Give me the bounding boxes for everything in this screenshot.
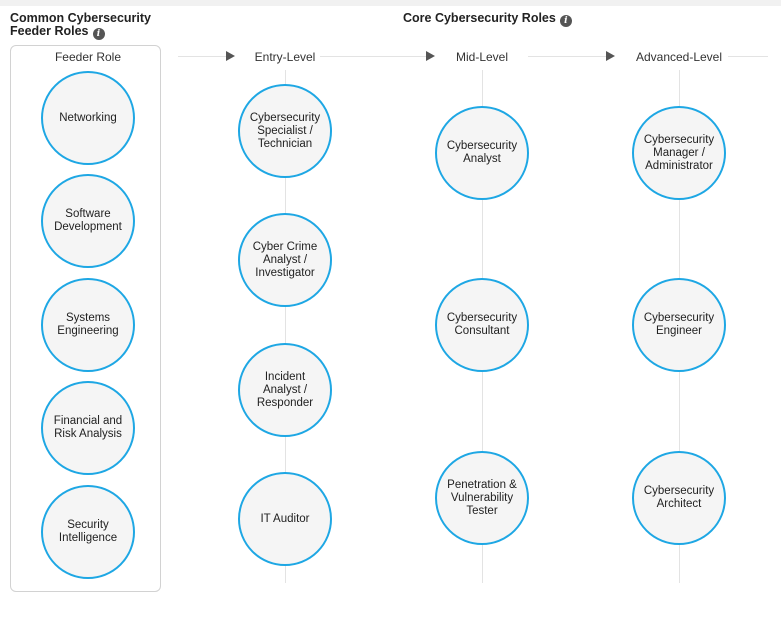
- connector-line: [178, 56, 226, 57]
- feeder-roles-heading-text: Common Cybersecurity Feeder Roles: [10, 11, 152, 38]
- role-label: Networking: [59, 111, 117, 124]
- role-label: IT Auditor: [260, 512, 310, 525]
- core-roles-heading: Core Cybersecurity Roles i: [403, 12, 572, 27]
- arrow-right-icon: [426, 51, 435, 61]
- entry-role-incident-analyst[interactable]: Incident Analyst / Responder: [238, 343, 332, 437]
- role-label: Cyber Crime Analyst / Investigator: [252, 240, 318, 279]
- column-header-entry: Entry-Level: [254, 50, 316, 64]
- role-label: Security Intelligence: [58, 519, 118, 544]
- role-label: Systems Engineering: [57, 312, 119, 337]
- role-label: Cybersecurity Architect: [643, 485, 715, 510]
- role-label: Financial and Risk Analysis: [53, 415, 123, 440]
- mid-role-penetration-tester[interactable]: Penetration & Vulnerability Tester: [435, 451, 529, 545]
- entry-track-line: [285, 70, 286, 583]
- connector-line: [528, 56, 606, 57]
- mid-role-cybersecurity-consultant[interactable]: Cybersecurity Consultant: [435, 278, 529, 372]
- entry-role-cyber-crime-analyst[interactable]: Cyber Crime Analyst / Investigator: [238, 213, 332, 307]
- feeder-role-systems-engineering[interactable]: Systems Engineering: [41, 278, 135, 372]
- role-label: Incident Analyst / Responder: [256, 370, 314, 409]
- info-icon[interactable]: i: [559, 15, 572, 27]
- advanced-role-cybersecurity-engineer[interactable]: Cybersecurity Engineer: [632, 278, 726, 372]
- info-icon[interactable]: i: [92, 28, 105, 40]
- feeder-role-financial-risk-analysis[interactable]: Financial and Risk Analysis: [41, 381, 135, 475]
- role-label: Penetration & Vulnerability Tester: [447, 478, 517, 517]
- feeder-role-software-development[interactable]: Software Development: [41, 174, 135, 268]
- role-label: Cybersecurity Consultant: [446, 312, 518, 337]
- column-header-feeder: Feeder Role: [54, 50, 122, 64]
- connector-line: [320, 56, 426, 57]
- feeder-roles-heading: Common Cybersecurity Feeder Roles i: [10, 12, 170, 40]
- mid-role-cybersecurity-analyst[interactable]: Cybersecurity Analyst: [435, 106, 529, 200]
- connector-line: [728, 56, 768, 57]
- arrow-right-icon: [606, 51, 615, 61]
- arrow-right-icon: [226, 51, 235, 61]
- column-header-advanced: Advanced-Level: [635, 50, 723, 64]
- role-label: Cybersecurity Engineer: [643, 312, 715, 337]
- feeder-roles-panel: [10, 45, 161, 592]
- feeder-role-networking[interactable]: Networking: [41, 71, 135, 165]
- role-label: Cybersecurity Analyst: [446, 140, 518, 165]
- role-label: Cybersecurity Manager / Administrator: [643, 133, 715, 172]
- entry-role-specialist-technician[interactable]: Cybersecurity Specialist / Technician: [238, 84, 332, 178]
- core-roles-heading-text: Core Cybersecurity Roles: [403, 11, 556, 25]
- advanced-role-cybersecurity-architect[interactable]: Cybersecurity Architect: [632, 451, 726, 545]
- advanced-role-manager-administrator[interactable]: Cybersecurity Manager / Administrator: [632, 106, 726, 200]
- column-header-mid: Mid-Level: [455, 50, 509, 64]
- role-label: Software Development: [54, 208, 122, 233]
- entry-role-it-auditor[interactable]: IT Auditor: [238, 472, 332, 566]
- top-bar: [0, 0, 781, 6]
- feeder-role-security-intelligence[interactable]: Security Intelligence: [41, 485, 135, 579]
- role-label: Cybersecurity Specialist / Technician: [249, 111, 321, 150]
